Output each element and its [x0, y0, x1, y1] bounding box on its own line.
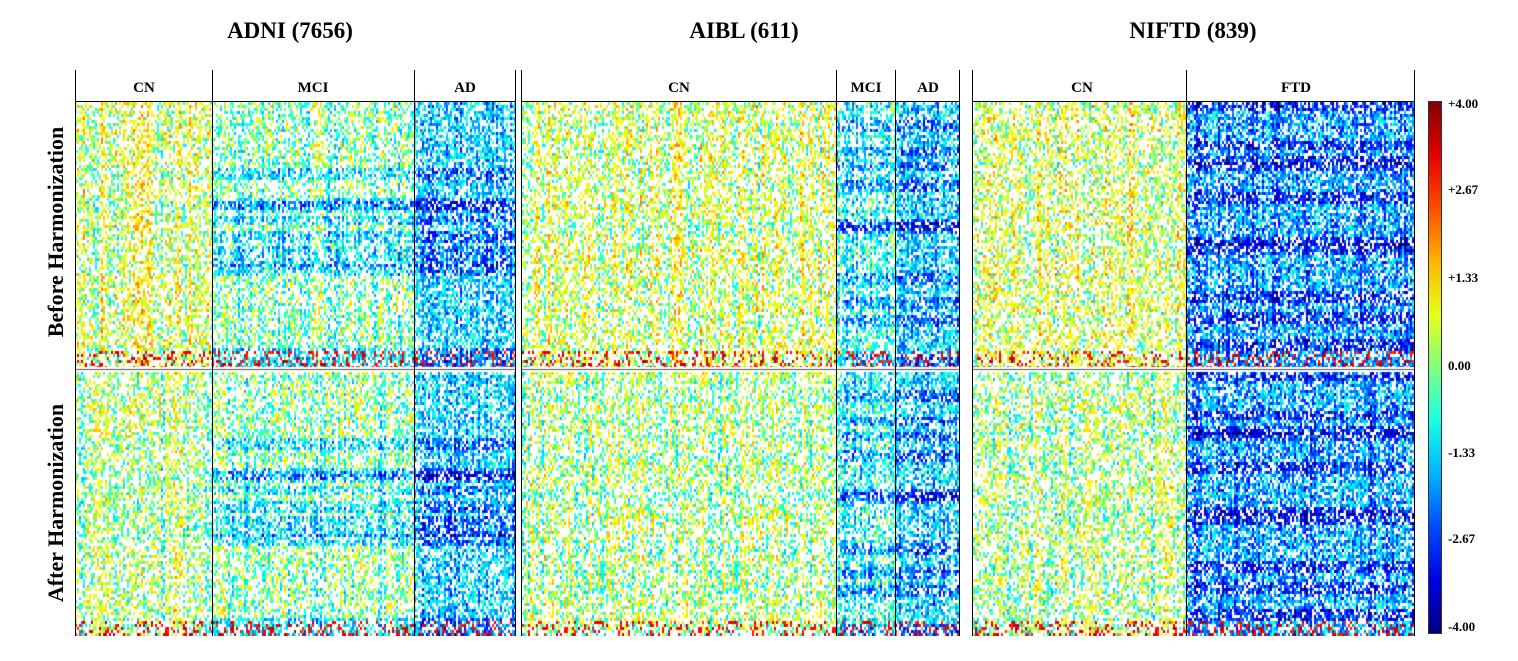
row-label-before: Before Harmonization	[43, 126, 68, 338]
colorbar-tick-label: 0.00	[1448, 358, 1471, 373]
group-label-adni-mci: MCI	[297, 80, 329, 96]
frame-line-aibl-left	[521, 70, 522, 636]
group-label-niftd-ftd: FTD	[1281, 80, 1311, 96]
heatmap-aibl	[522, 102, 960, 636]
group-divider-aibl-2	[895, 70, 896, 636]
cohort-title-adni: ADNI (7656)	[227, 18, 353, 43]
colorbar	[1428, 101, 1442, 634]
frame-line-niftd-right	[1414, 70, 1415, 636]
group-label-aibl-cn: CN	[668, 80, 690, 96]
frame-line-aibl-right	[959, 70, 960, 636]
row-label-after: After Harmonization	[43, 403, 68, 603]
group-label-niftd-cn: CN	[1071, 80, 1093, 96]
group-divider-niftd-1	[1186, 70, 1187, 636]
header-line-niftd	[972, 101, 1415, 102]
colorbar-tick-label: +1.33	[1448, 270, 1479, 285]
group-label-aibl-ad: AD	[917, 80, 939, 96]
group-label-adni-ad: AD	[454, 80, 476, 96]
colorbar-tick-label: +4.00	[1448, 96, 1479, 111]
group-label-adni-cn: CN	[133, 80, 155, 96]
colorbar-tick-label: -1.33	[1448, 445, 1476, 460]
colorbar-tick-label: +2.67	[1448, 182, 1479, 197]
heatmap-adni	[75, 102, 516, 636]
colorbar-tick-label: -4.00	[1448, 619, 1476, 634]
header-line-adni	[75, 101, 516, 102]
group-divider-adni-1	[212, 70, 213, 636]
group-divider-adni-2	[414, 70, 415, 636]
frame-line-adni-right	[515, 70, 516, 636]
frame-line-adni-left	[75, 70, 76, 636]
header-line-aibl	[521, 101, 960, 102]
cohort-title-niftd: NIFTD (839)	[1129, 18, 1257, 43]
cohort-title-aibl: AIBL (611)	[689, 18, 799, 43]
group-label-aibl-mci: MCI	[850, 80, 882, 96]
colorbar-tick-label: -2.67	[1448, 531, 1476, 546]
heatmap-niftd	[973, 102, 1415, 636]
group-divider-aibl-1	[836, 70, 837, 636]
frame-line-niftd-left	[972, 70, 973, 636]
